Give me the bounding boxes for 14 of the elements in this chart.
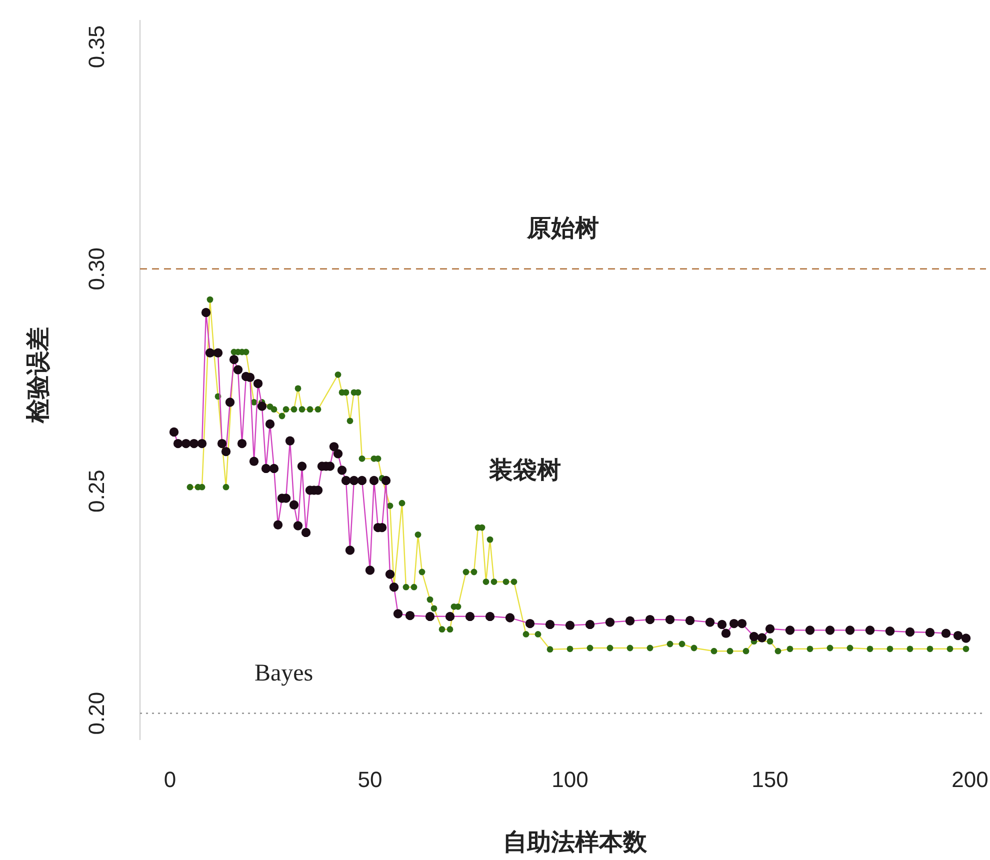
annotation: 装袋树: [488, 457, 561, 484]
x-tick-label: 100: [552, 767, 588, 792]
x-tick-label: 150: [752, 767, 788, 792]
y-tick-label: 0.25: [84, 470, 109, 513]
x-axis-title: 自助法样本数: [503, 829, 648, 856]
y-tick-label: 0.35: [84, 25, 109, 68]
y-tick-label: 0.20: [84, 692, 109, 735]
x-tick-label: 0: [164, 767, 176, 792]
y-tick-label: 0.30: [84, 247, 109, 290]
x-tick-label: 200: [952, 767, 988, 792]
ref-line-label: 原始树: [526, 214, 599, 242]
ref-line-label: Bayes: [254, 660, 314, 686]
y-axis-title: 检验误差: [25, 327, 52, 424]
x-tick-label: 50: [358, 767, 382, 792]
